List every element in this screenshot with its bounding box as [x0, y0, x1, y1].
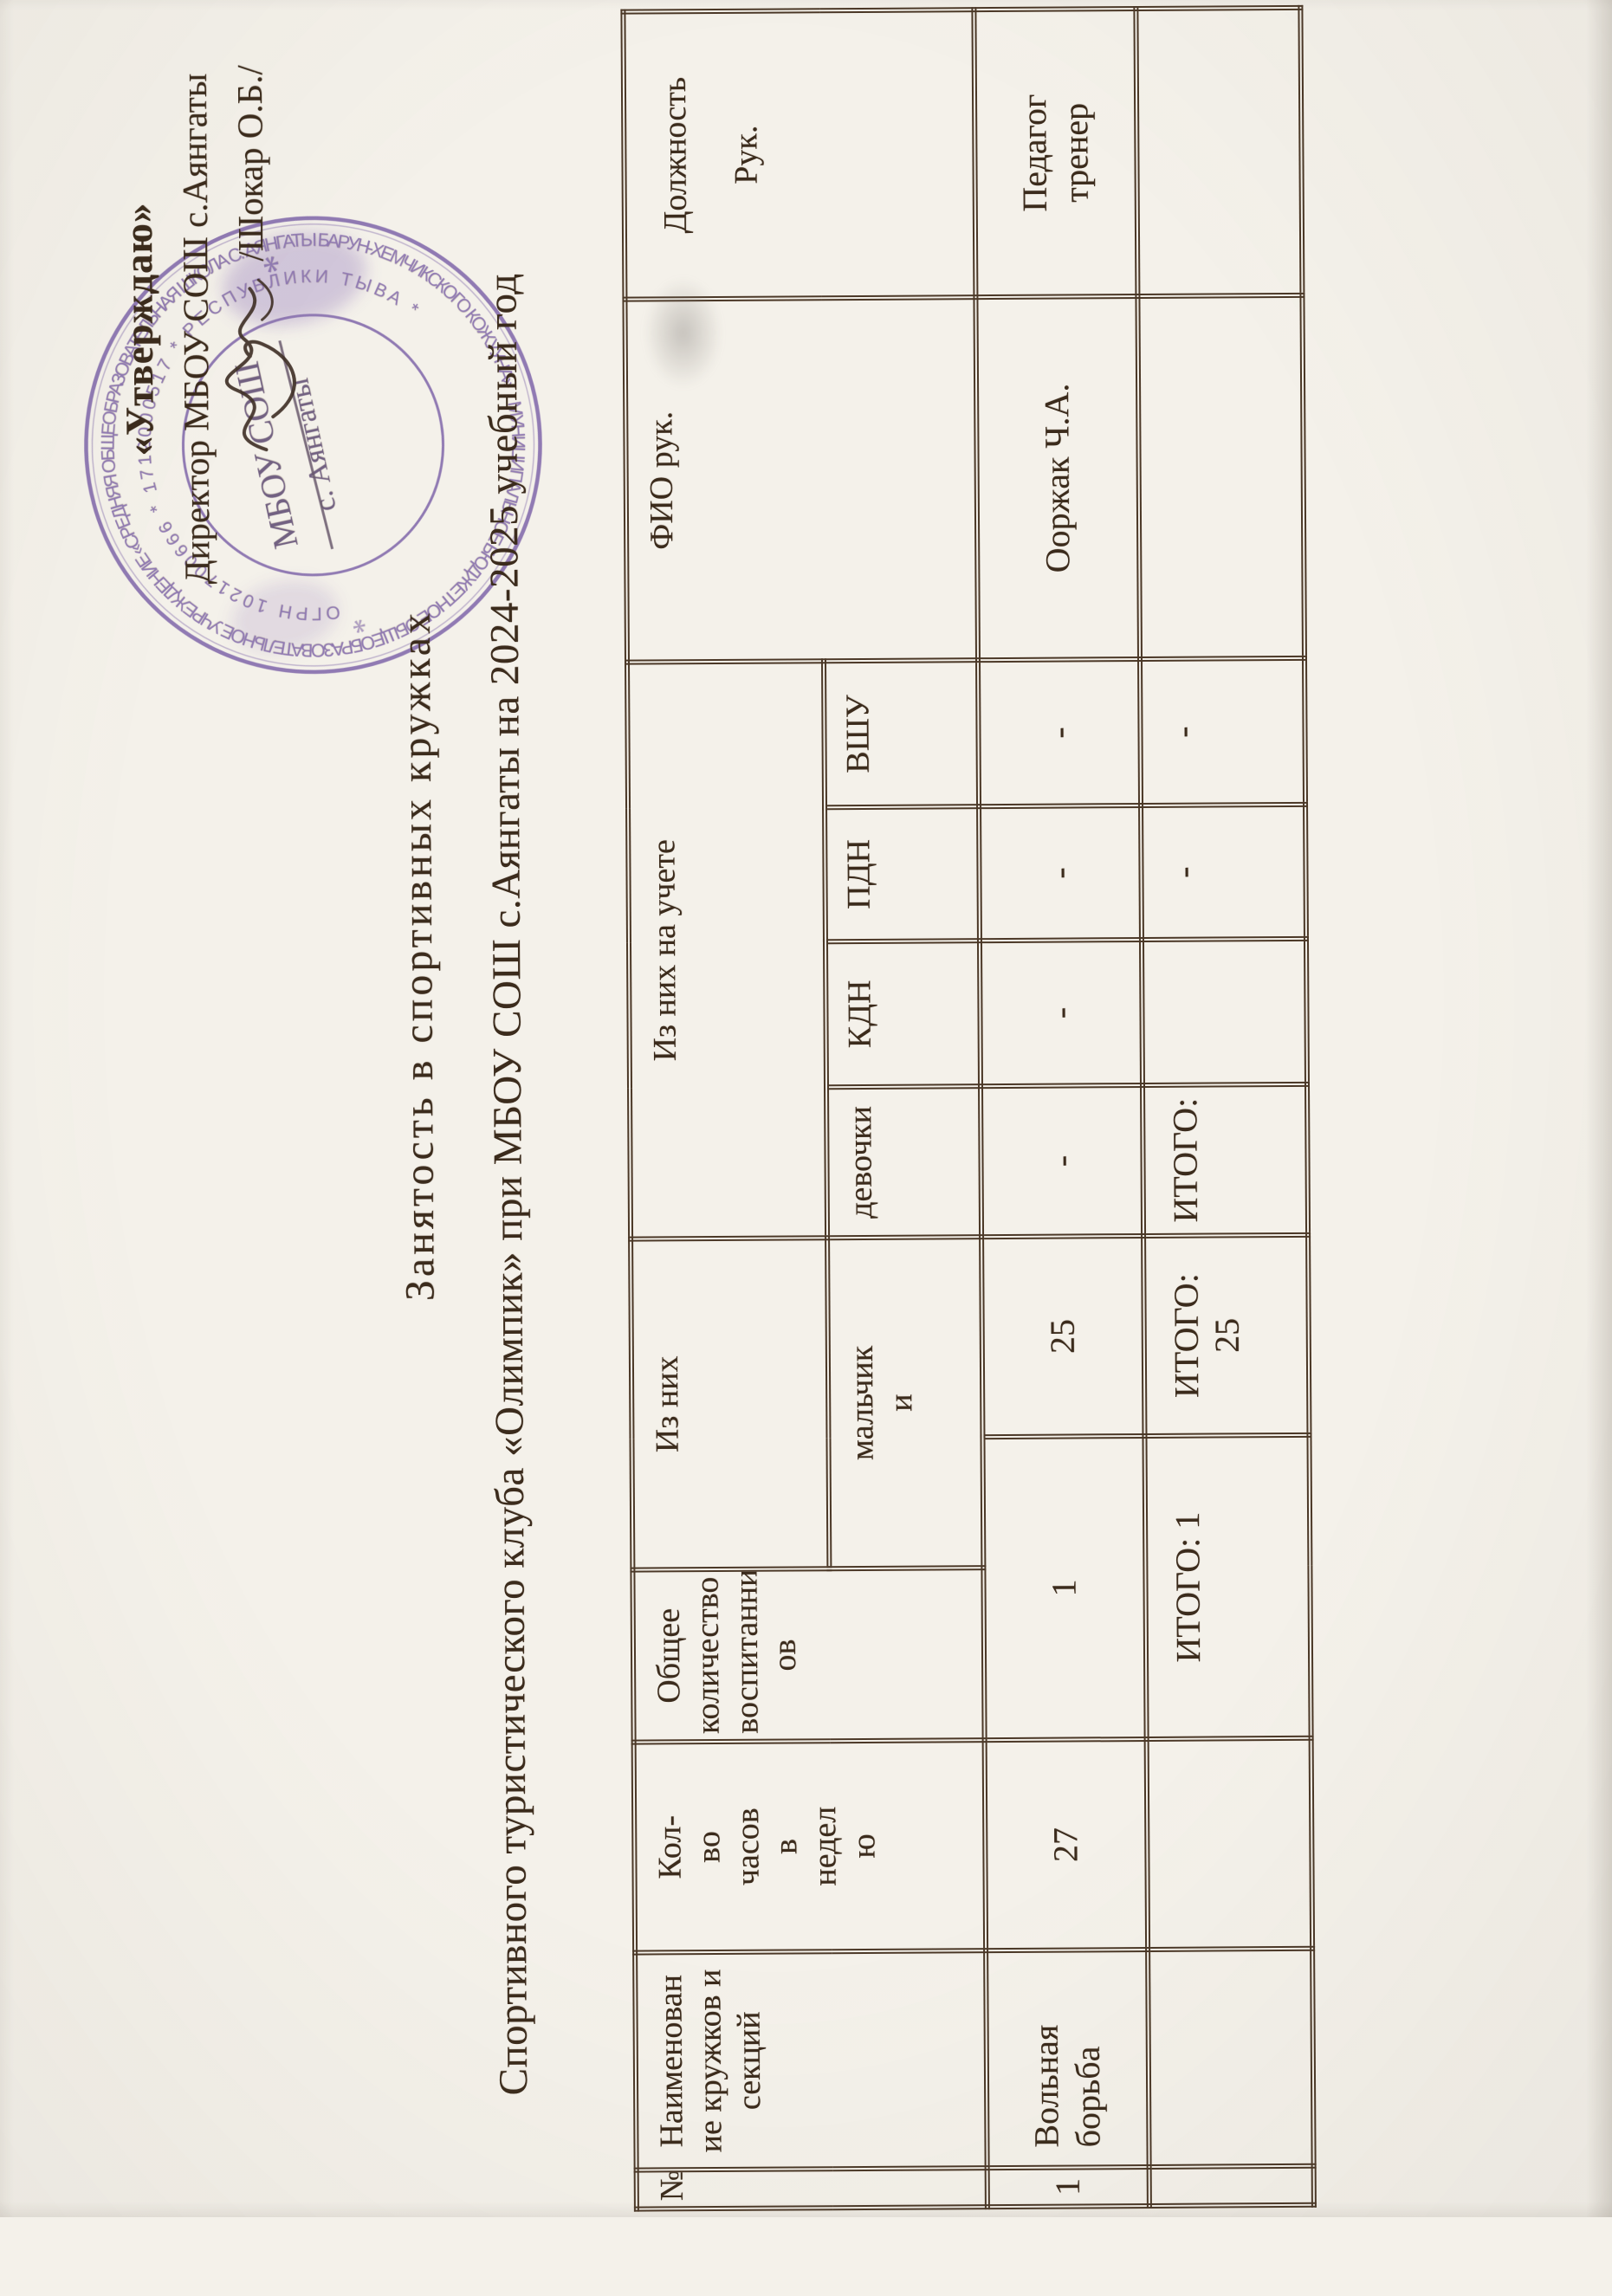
totals-name	[1148, 1948, 1314, 2167]
sub-header-vshu: ВШУ	[824, 660, 980, 808]
totals-kdn	[1141, 938, 1308, 1086]
approval-block: «Утверждаю» Директор МБОУ СОШ с.Аянгаты …	[113, 34, 280, 624]
approval-line-director: Директор МБОУ СОШ с.Аянгаты	[174, 73, 217, 585]
occupancy-table: № Наименован ие кружков и секций Кол- во…	[620, 5, 1317, 2212]
cell-fio: Ооржак Ч.А.	[975, 295, 1140, 661]
sub-header-kdn: КДН	[825, 941, 981, 1088]
col-header-number: №	[636, 2168, 987, 2209]
cell-kdn: -	[979, 940, 1143, 1087]
seal-ink-blotch	[223, 232, 366, 326]
totals-dolzhnost	[1136, 7, 1303, 296]
sub-header-girls: девочки	[826, 1086, 982, 1239]
seal-outer-ring	[84, 216, 542, 675]
approval-signature-name: /Шокар О.Б./	[229, 65, 270, 262]
seal-outer-ring-inner-line	[91, 223, 535, 667]
group-header-iz-nih: Из них	[631, 1238, 830, 1570]
col-header-total: Общее количество воспитанник ов	[632, 1568, 985, 1743]
cell-number: 1	[987, 2166, 1149, 2208]
cell-boys: 25	[981, 1236, 1145, 1438]
seal-ink-blotch	[231, 580, 339, 652]
totals-boys: ИТОГО: 25	[1143, 1234, 1310, 1436]
totals-pdn: -	[1141, 804, 1306, 941]
cell-name: Вольная борьба	[986, 1949, 1149, 2169]
approval-line-utverzhdayu: «Утверждаю»	[116, 202, 162, 456]
table-row: 1 Вольная борьба 27 1 25 - - - - Ооржак …	[974, 8, 1149, 2208]
scan-smudge	[643, 275, 724, 390]
official-seal-stamp: МУНИЦИПАЛЬНОЕ БЮДЖЕТНОЕ ОБЩЕОБРАЗОВАТЕЛЬ…	[68, 199, 559, 690]
totals-fio	[1137, 294, 1304, 659]
col-header-name: Наименован ие кружков и секций	[635, 1950, 987, 2170]
seal-inner-ring	[181, 314, 444, 577]
group-header-uchet: Из них на учете	[627, 661, 828, 1239]
approval-signature-row: /Шокар О.Б./	[222, 34, 279, 623]
cell-total: 1	[982, 1435, 1147, 1741]
sub-header-boys: мальчик и	[827, 1237, 984, 1569]
totals-total: ИТОГО: 1	[1144, 1434, 1311, 1739]
cell-girls: -	[981, 1085, 1144, 1238]
sub-header-pdn: ПДН	[825, 806, 980, 942]
cell-dolzhnost: Педагог тренер	[974, 8, 1138, 298]
scanned-document: { "colors":{"ink":"#3b2b1c","table_borde…	[0, 0, 1612, 2217]
totals-number	[1149, 2165, 1314, 2206]
signature-line	[278, 340, 334, 550]
cell-hours: 27	[984, 1738, 1149, 1951]
cell-vshu: -	[978, 658, 1142, 807]
col-header-hours: Кол- во часов в недел ю	[633, 1740, 987, 1953]
cell-pdn: -	[979, 805, 1142, 941]
document-page: МУНИЦИПАЛЬНОЕ БЮДЖЕТНОЕ ОБЩЕОБРАЗОВАТЕЛЬ…	[68, 5, 1317, 2212]
col-header-dolzhnost: Должность Рук.	[623, 10, 976, 300]
signature-scribble	[224, 278, 296, 452]
totals-girls: ИТОГО:	[1143, 1083, 1309, 1237]
totals-vshu: -	[1139, 657, 1306, 806]
totals-hours	[1146, 1737, 1313, 1950]
totals-row: ИТОГО: 1 ИТОГО: 25 ИТОГО: - -	[1136, 7, 1314, 2206]
